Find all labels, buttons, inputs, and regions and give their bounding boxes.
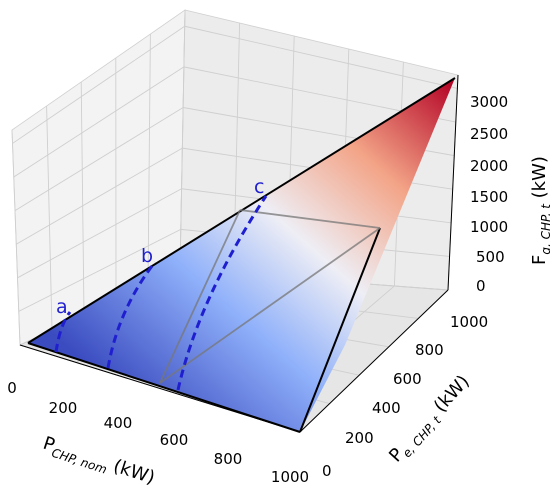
z-axis-label-main: F bbox=[529, 255, 550, 265]
x-tick-1000: 1000 bbox=[271, 468, 309, 486]
inner-line-3 bbox=[239, 209, 381, 229]
y-tick-600: 600 bbox=[393, 370, 422, 388]
z-tick-1000: 1000 bbox=[470, 218, 508, 236]
grid-left-h bbox=[12, 25, 185, 144]
x-tick-400: 400 bbox=[104, 414, 133, 432]
z-tick-2500: 2500 bbox=[470, 125, 508, 143]
curve-label-a: a bbox=[56, 296, 68, 318]
grid-left-h bbox=[13, 66, 185, 178]
inner-line-1 bbox=[159, 209, 241, 384]
y-tick-0: 0 bbox=[322, 462, 332, 480]
z-tick-3000: 3000 bbox=[470, 93, 508, 111]
z-tick-1500: 1500 bbox=[470, 188, 508, 206]
grid-left-h bbox=[17, 188, 182, 279]
grid-left-v bbox=[80, 81, 85, 316]
grid-left-h bbox=[14, 107, 184, 212]
curve-b bbox=[106, 261, 157, 369]
grid-left-v bbox=[46, 105, 53, 331]
grid-back-h bbox=[184, 25, 458, 89]
x-tick-0: 0 bbox=[7, 379, 17, 397]
surface bbox=[27, 77, 456, 433]
z-tick-2000: 2000 bbox=[470, 157, 508, 175]
curve-label-b: b bbox=[141, 245, 153, 267]
surface-edge-front bbox=[27, 342, 301, 433]
z-axis-label-sub: g, CHP, t bbox=[539, 203, 550, 255]
z-tick-0: 0 bbox=[476, 277, 486, 295]
x-tick-200: 200 bbox=[49, 399, 78, 417]
z-tick-500: 500 bbox=[476, 248, 505, 266]
z-axis-label-unit: (kW) bbox=[529, 156, 550, 204]
curve-label-c: c bbox=[254, 176, 264, 198]
grid-left-v bbox=[147, 33, 151, 286]
x-tick-600: 600 bbox=[160, 431, 189, 449]
y-tick-800: 800 bbox=[415, 341, 444, 359]
x-axis-label-sub: CHP, nom bbox=[50, 446, 109, 477]
y-axis-line bbox=[299, 289, 449, 433]
z-axis-ticks: 0 500 1000 1500 2000 2500 3000 bbox=[470, 93, 508, 295]
x-tick-800: 800 bbox=[214, 450, 243, 468]
y-axis-label-sub: e, CHP, t bbox=[400, 413, 445, 461]
y-tick-200: 200 bbox=[345, 429, 374, 447]
y-axis-label-unit: (kW) bbox=[426, 371, 474, 421]
x-axis-line bbox=[19, 344, 301, 433]
x-axis-label: PCHP, nom (kW) bbox=[40, 433, 158, 489]
surface-polygon bbox=[28, 78, 455, 432]
inner-line-2 bbox=[159, 227, 381, 384]
x-axis-ticks: 0 200 400 600 800 1000 bbox=[7, 379, 309, 486]
z-axis-line bbox=[447, 74, 459, 291]
grid-left-v bbox=[179, 9, 186, 271]
curve-c bbox=[176, 195, 268, 391]
y-axis-ticks: 0 200 400 600 800 1000 bbox=[322, 313, 488, 480]
grid-left-v bbox=[11, 129, 21, 346]
surface-edge-right bbox=[299, 227, 381, 433]
z-axis-label: Fg, CHP, t (kW) bbox=[529, 156, 550, 265]
x-axis-label-unit: (kW) bbox=[105, 454, 157, 489]
y-tick-1000: 1000 bbox=[450, 313, 488, 331]
y-tick-400: 400 bbox=[372, 399, 401, 417]
grid-left-h bbox=[16, 147, 183, 245]
axis-lines bbox=[19, 74, 459, 433]
curves: a b c bbox=[54, 176, 268, 391]
grid-left-h bbox=[18, 228, 181, 312]
curve-a bbox=[54, 311, 72, 353]
